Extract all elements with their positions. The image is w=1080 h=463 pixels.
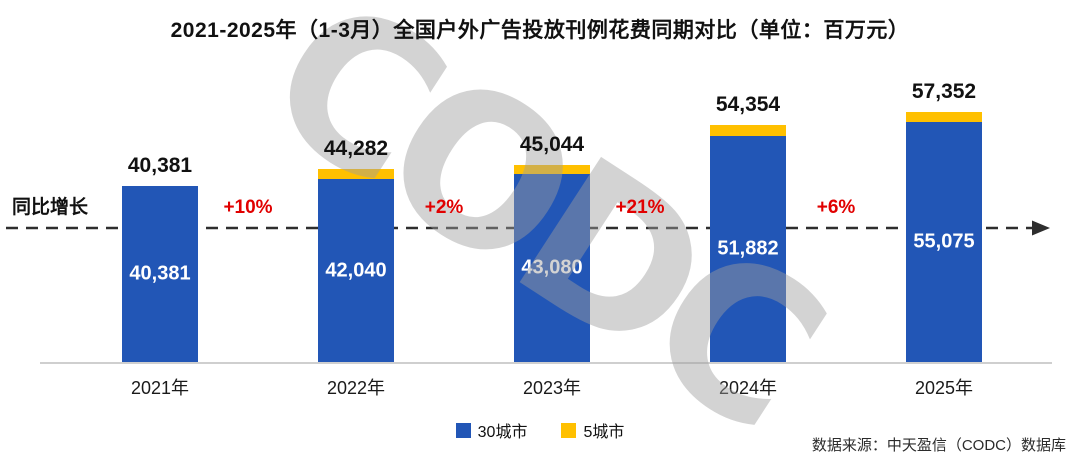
x-axis-label-2024年: 2024年 bbox=[718, 378, 778, 398]
legend-item-30城市[interactable]: 30城市 bbox=[455, 418, 528, 442]
legend-swatch-icon bbox=[561, 422, 577, 438]
bar-segment-30cities[interactable]: 55,075 bbox=[906, 122, 982, 362]
arrowhead-icon bbox=[1032, 220, 1050, 236]
bar-segment-5cities[interactable] bbox=[710, 125, 786, 136]
yoy-growth-label: +2% bbox=[424, 197, 464, 218]
legend-swatch-icon bbox=[455, 422, 471, 438]
bar-segment-5cities[interactable] bbox=[318, 169, 394, 179]
bar-segment-30cities[interactable]: 40,381 bbox=[122, 186, 198, 362]
bar-segment-5cities[interactable] bbox=[906, 112, 982, 122]
stacked-bar-2025年[interactable]: 55,075 bbox=[906, 112, 982, 362]
x-axis-baseline bbox=[40, 362, 1052, 364]
x-axis-label-2022年: 2022年 bbox=[326, 378, 386, 398]
x-axis-label-2021年: 2021年 bbox=[130, 378, 190, 398]
data-source-note: 数据来源：中天盈信（CODC）数据库 bbox=[811, 437, 1066, 454]
bar-segment-30cities[interactable]: 43,080 bbox=[514, 174, 590, 362]
stacked-bar-2024年[interactable]: 51,882 bbox=[710, 125, 786, 362]
chart-title: 2021-2025年（1-3月）全国户外广告投放刊例花费同期对比（单位：百万元） bbox=[170, 19, 910, 42]
stacked-bar-2023年[interactable]: 43,080 bbox=[514, 165, 590, 362]
legend-item-5城市[interactable]: 5城市 bbox=[561, 418, 624, 442]
bar-segment-30cities[interactable]: 42,040 bbox=[318, 179, 394, 362]
yoy-growth-label: +21% bbox=[615, 197, 665, 218]
bar-total-label: 54,354 bbox=[715, 93, 781, 116]
yoy-growth-axis-label: 同比增长 bbox=[12, 197, 89, 218]
bar-segment-5cities[interactable] bbox=[514, 165, 590, 174]
bar-value-label-30cities: 55,075 bbox=[913, 230, 975, 253]
bar-total-label: 40,381 bbox=[127, 154, 193, 177]
x-axis-label-2023年: 2023年 bbox=[522, 378, 582, 398]
bar-value-label-30cities: 42,040 bbox=[325, 259, 387, 281]
bar-segment-30cities[interactable]: 51,882 bbox=[710, 136, 786, 362]
bar-value-label-30cities: 43,080 bbox=[521, 256, 583, 279]
yoy-growth-label: +10% bbox=[223, 197, 273, 218]
bar-total-label: 57,352 bbox=[911, 80, 977, 103]
bar-total-label: 44,282 bbox=[323, 137, 389, 160]
stacked-bar-2021年[interactable]: 40,381 bbox=[122, 186, 198, 362]
stacked-bar-2022年[interactable]: 42,040 bbox=[318, 169, 394, 362]
bar-total-label: 45,044 bbox=[519, 133, 585, 156]
x-axis-label-2025年: 2025年 bbox=[914, 378, 974, 398]
bar-value-label-30cities: 51,882 bbox=[717, 237, 779, 260]
legend: 30城市 5城市 bbox=[0, 418, 1080, 442]
legend-label: 30城市 bbox=[477, 424, 528, 441]
yoy-growth-label: +6% bbox=[816, 197, 856, 218]
bar-value-label-30cities: 40,381 bbox=[129, 262, 191, 285]
legend-label: 5城市 bbox=[583, 424, 625, 441]
